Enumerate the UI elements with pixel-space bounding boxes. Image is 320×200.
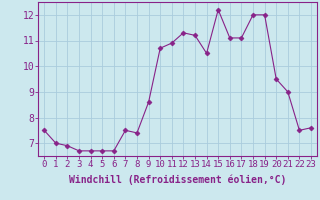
X-axis label: Windchill (Refroidissement éolien,°C): Windchill (Refroidissement éolien,°C) <box>69 175 286 185</box>
